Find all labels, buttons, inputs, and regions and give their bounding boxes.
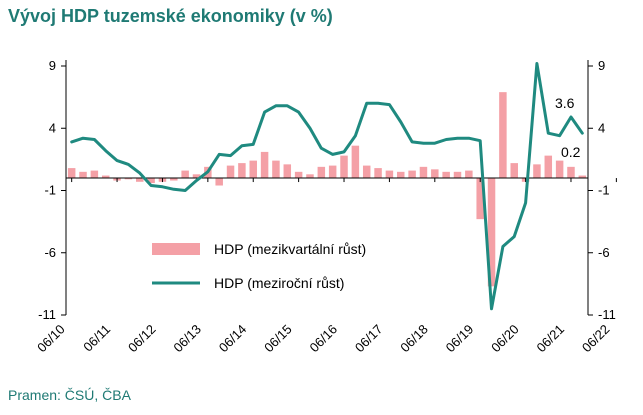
bar [476,178,484,220]
y-tick-label: -6 [44,245,56,260]
y-tick-label: 9 [598,58,605,73]
bar [419,166,428,179]
bar [249,160,257,179]
data-labels: 3.6 0.2 [555,95,581,160]
y-tick-label: -1 [598,183,610,198]
bar [181,170,189,179]
bar [499,92,507,179]
x-tick-label: 06/11 [80,322,113,355]
x-tick-label: 06/22 [579,322,613,356]
bar [306,174,314,179]
data-label: 0.2 [561,144,581,160]
bar [465,170,473,179]
bar [408,170,416,179]
x-tick-label: 06/15 [261,322,295,356]
bar [272,160,280,179]
bar [397,171,405,179]
x-tick-label: 06/14 [216,322,250,356]
x-tick-label: 06/18 [397,322,431,356]
y-tick-label: -1 [44,183,56,198]
x-tick-label: 06/16 [307,322,341,356]
line-path [70,62,584,311]
bar [260,151,269,179]
bar [283,164,292,179]
bar [238,163,246,179]
bar [215,178,223,186]
bar [487,178,496,287]
legend-label: HDP (meziroční růst) [214,275,344,291]
bar [442,171,450,179]
bar [544,155,553,179]
bar [79,171,87,179]
y-tick-label: -11 [598,307,616,322]
x-tick-label: 06/17 [352,322,386,356]
data-label: 3.6 [555,95,575,111]
y-tick-label: -6 [598,245,610,260]
y-tick-label: 9 [49,58,56,73]
bar [67,168,76,179]
x-tick-label: 06/20 [488,322,522,356]
bar [453,171,462,179]
bar [124,178,133,180]
bar [510,163,518,179]
bar [328,165,337,179]
bar [340,155,348,179]
bar [317,166,326,179]
x-tick-label: 06/21 [533,322,567,356]
chart-title: Vývoj HDP tuzemské ekonomiky (v %) [8,6,333,26]
bar [362,165,371,179]
line-series [70,62,584,311]
bar [578,175,587,179]
x-tick-label: 06/12 [125,322,159,356]
y-tick-label: 4 [49,120,56,135]
legend-label: HDP (mezikvartální růst) [214,241,366,257]
bar [101,175,110,179]
legend: HDP (mezikvartální růst) HDP (meziroční r… [152,241,366,291]
x-tick-label: 06/10 [34,322,68,356]
x-tick-label: 06/13 [170,322,204,356]
bar [192,174,201,179]
source-note: Pramen: ČSÚ, ČBA [8,387,131,403]
bar [385,170,394,179]
bar [136,178,144,182]
bar [90,170,99,179]
bar-series [67,92,587,287]
bar [351,145,360,179]
bar [533,164,541,179]
bar [294,171,303,179]
legend-swatch-bar [152,243,200,255]
x-tick-label: 06/19 [443,322,477,356]
bar [431,169,439,179]
bar [555,160,564,179]
bar [567,166,575,179]
y-tick-label: 4 [598,120,605,135]
bar [226,165,235,179]
bar [374,168,382,179]
bar [147,178,155,184]
bar [170,178,178,181]
y-tick-label: -11 [38,307,56,322]
